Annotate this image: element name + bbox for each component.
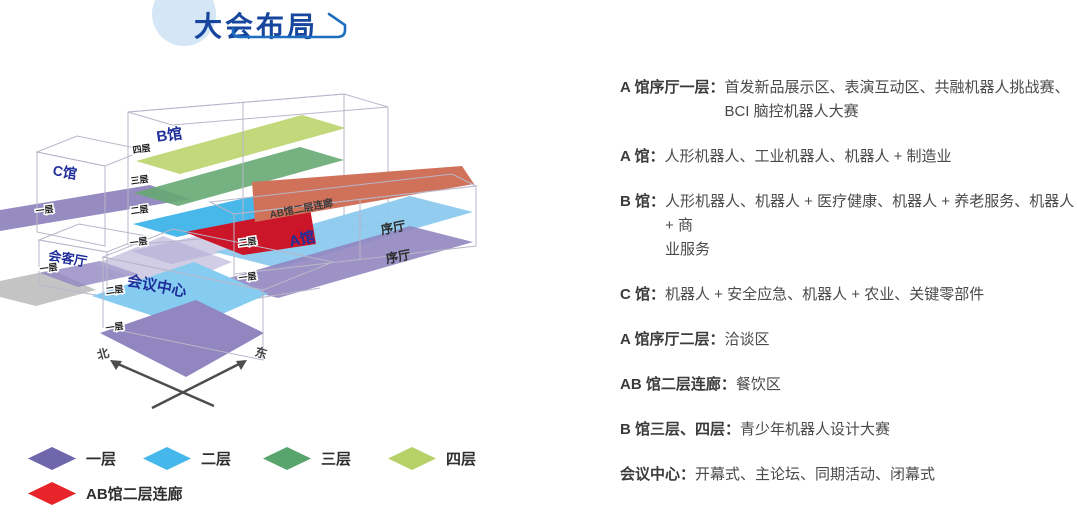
- legend-label: AB馆二层连廊: [86, 486, 183, 503]
- legend-item-floor1: 一层: [28, 447, 116, 470]
- conference-center-floor2-tag: 二层: [105, 284, 124, 296]
- a-hall-floor1-slab: [215, 226, 473, 298]
- a-hall-floor1-tag: 一层: [238, 271, 257, 283]
- legend-item-floor3: 三层: [263, 447, 351, 470]
- c-hall-top-face: [35, 135, 147, 167]
- c-hall-front-face: [36, 151, 106, 247]
- entry-label: B 馆：: [620, 193, 666, 210]
- compass-east-arrowhead: [236, 360, 247, 370]
- reception-hall-label: 会客厅: [47, 248, 88, 270]
- floor4-diamond-icon: [388, 447, 436, 470]
- a-hall-front-face: [233, 185, 477, 275]
- reception-floor1-tag: 一层: [39, 262, 58, 274]
- ab-corridor-diamond-icon: [28, 482, 76, 505]
- compass-east-arrow: [151, 360, 244, 410]
- a-hall-floor2-slab: [215, 196, 473, 268]
- venue-layout-diagram: 北 东 B馆 C馆 会客厅 会议中心 A馆 序厅 序厅 AB馆二层连廊 四层 三…: [0, 93, 478, 410]
- floor1-diamond-icon: [28, 447, 76, 470]
- entry-text: 首发新品展示区、表演互动区、共融机器人挑战赛、 BCI 脑控机器人大赛: [724, 79, 1070, 120]
- entry-label: C 馆：: [620, 286, 666, 303]
- b-hall-floor3-tag: 三层: [130, 174, 149, 186]
- b-hall-floor4-tag: 四层: [132, 143, 151, 155]
- entry-label: AB 馆二层连廊：: [620, 376, 736, 393]
- detail-entry-conference-center: 会议中心： 开幕式、主论坛、同期活动、闭幕式: [620, 463, 1077, 487]
- compass-north-arrow: [117, 362, 215, 408]
- legend-item-ab-corridor: AB馆二层连廊: [28, 482, 183, 505]
- entry-label: 会议中心：: [620, 466, 696, 483]
- legend-label: 一层: [86, 451, 117, 468]
- entry-text: 开幕式、主论坛、同期活动、闭幕式: [695, 466, 936, 483]
- entry-text: 机器人 + 安全应急、机器人 + 农业、关键零部件: [665, 286, 985, 303]
- venue-details-list: A 馆序厅一层： 首发新品展示区、表演互动区、共融机器人挑战赛、 BCI 脑控机…: [620, 76, 1077, 508]
- legend-label: 四层: [446, 451, 477, 468]
- foyer-floor1-label: 序厅: [384, 247, 412, 267]
- compass-north-arrowhead: [110, 360, 122, 370]
- c-hall-floor1-slab: [0, 185, 190, 231]
- b-hall-floor4-slab: [136, 115, 346, 174]
- entry-text: 餐饮区: [735, 376, 781, 393]
- a-hall-floor2-tag: 二层: [238, 236, 257, 248]
- detail-entry-a-foyer-f1: A 馆序厅一层： 首发新品展示区、表演互动区、共融机器人挑战赛、 BCI 脑控机…: [620, 76, 1077, 124]
- detail-entry-ab-corridor: AB 馆二层连廊： 餐饮区: [620, 373, 1077, 397]
- c-hall-floor1-tag: 一层: [35, 204, 54, 216]
- gray-ground-slab: [0, 270, 96, 306]
- entry-text: 人形机器人、机器人 + 医疗健康、机器人 + 养老服务、机器人 + 商 业服务: [665, 193, 1075, 258]
- detail-entry-a-foyer-f2: A 馆序厅二层： 洽谈区: [620, 328, 1077, 352]
- legend-label: 三层: [321, 451, 352, 468]
- foyer-floor2-label: 序厅: [379, 218, 407, 238]
- b-hall-floor1-tag: 一层: [129, 236, 148, 248]
- b-hall-top-face: [127, 93, 389, 126]
- a-hall-label: A馆: [287, 228, 316, 251]
- floor2-diamond-icon: [143, 447, 191, 470]
- conference-center-front-face: [102, 256, 264, 361]
- conference-center-floor2-slab: [92, 262, 268, 328]
- entry-label: A 馆序厅二层：: [620, 331, 725, 348]
- conference-center-floor1-slab: [100, 300, 264, 377]
- title-bracket-decoration: [231, 12, 347, 39]
- c-hall-label: C馆: [52, 162, 79, 182]
- detail-entry-b-hall: B 馆： 人形机器人、机器人 + 医疗健康、机器人 + 养老服务、机器人 + 商…: [620, 190, 1077, 262]
- entry-text: 洽谈区: [724, 331, 770, 348]
- legend-item-floor4: 四层: [388, 447, 476, 470]
- detail-entry-c-hall: C 馆： 机器人 + 安全应急、机器人 + 农业、关键零部件: [620, 283, 1077, 307]
- page-title-badge: 大会布局: [0, 0, 400, 60]
- entry-text: 青少年机器人设计大赛: [740, 421, 891, 438]
- legend-item-floor2: 二层: [143, 447, 231, 470]
- entry-label: A 馆序厅一层：: [620, 79, 725, 96]
- b-hall-label: B馆: [155, 124, 183, 145]
- compass-north-label: 北: [95, 345, 110, 363]
- entry-label: A 馆：: [620, 148, 665, 165]
- compass-east-label: 东: [253, 344, 268, 362]
- b-hall-floor2-tag: 二层: [130, 204, 149, 216]
- ab-corridor-slab: [252, 166, 474, 222]
- conference-center-floor1-tag: 一层: [105, 321, 124, 333]
- detail-entry-b-hall-f3-f4: B 馆三层、四层： 青少年机器人设计大赛: [620, 418, 1077, 442]
- detail-entry-a-hall: A 馆： 人形机器人、工业机器人、机器人 + 制造业: [620, 145, 1077, 169]
- ab-corridor-red-slab: [185, 208, 316, 255]
- b-hall-floor3-slab: [134, 147, 344, 206]
- lavender-floor1-diamond: [96, 236, 232, 290]
- entry-label: B 馆三层、四层：: [620, 421, 741, 438]
- floor3-diamond-icon: [263, 447, 311, 470]
- entry-text: 人形机器人、工业机器人、机器人 + 制造业: [664, 148, 952, 165]
- legend-label: 二层: [201, 451, 232, 468]
